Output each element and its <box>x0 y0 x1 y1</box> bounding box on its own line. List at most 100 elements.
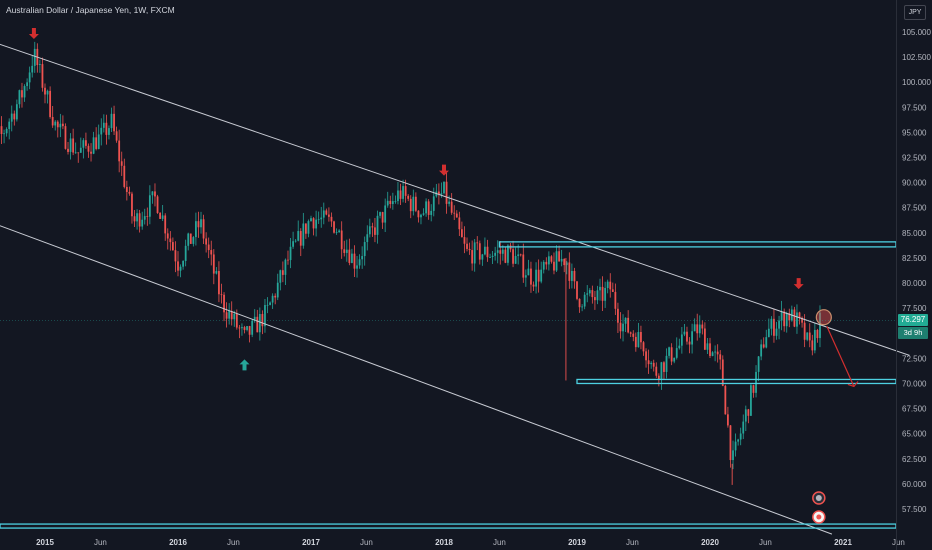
candle-body <box>133 216 136 222</box>
candle-body <box>212 254 215 274</box>
candle-body <box>284 259 287 275</box>
candle-body <box>220 294 223 296</box>
candle-body <box>100 127 103 135</box>
candle-body <box>576 281 578 299</box>
candle-body <box>450 201 453 213</box>
currency-button[interactable]: JPY <box>904 5 926 20</box>
candle-body <box>123 165 126 187</box>
candle-body <box>274 295 277 298</box>
price-tick-label: 102.500 <box>902 53 931 62</box>
time-tick-label: Jun <box>626 538 639 547</box>
candle-body <box>95 137 98 149</box>
candle-body <box>67 148 69 152</box>
candle-body <box>688 341 691 345</box>
support-resistance-zone <box>576 378 897 385</box>
candle-body <box>461 229 463 238</box>
candle-body <box>397 190 399 202</box>
candle-body <box>289 246 292 261</box>
arrow-down-icon <box>793 278 804 290</box>
candle-body <box>287 259 289 261</box>
candle-body <box>138 213 141 227</box>
candle-body <box>294 240 297 242</box>
candle-body <box>596 290 599 301</box>
candle-body <box>476 242 479 244</box>
candle-body <box>241 327 243 329</box>
support-resistance-zone <box>0 523 897 529</box>
candle-body <box>691 331 693 345</box>
candle-body <box>77 152 80 154</box>
candle-body <box>62 123 64 127</box>
candle-body <box>363 242 366 257</box>
candle-body <box>724 385 727 415</box>
dividend-event-icon-inner <box>816 514 822 520</box>
candle-body <box>604 287 607 301</box>
candle-body <box>767 328 770 338</box>
economic-event-icon-inner <box>815 495 822 501</box>
candle-body <box>652 362 655 367</box>
candle-body <box>542 261 545 270</box>
candle-body <box>279 270 282 283</box>
candle-body <box>675 348 678 358</box>
candle-body <box>136 213 138 222</box>
price-axis[interactable]: 105.000 102.500 100.000 97.500 95.000 92.500 9… <box>902 28 931 514</box>
candle-body <box>693 324 696 332</box>
price-tick-label: 90.000 <box>902 179 927 188</box>
candle-body <box>586 293 589 295</box>
candle-body <box>72 138 75 153</box>
candle-body <box>752 385 755 393</box>
bar-countdown-label: 3d 9h <box>898 327 928 339</box>
candle-body <box>56 121 59 128</box>
candle-body <box>299 231 302 246</box>
candle-body <box>627 317 630 333</box>
candle-body <box>647 360 650 365</box>
candle-body <box>128 191 131 194</box>
time-tick-label: Jun <box>360 538 373 547</box>
price-tick-label: 87.500 <box>902 204 927 213</box>
candle-body <box>427 201 430 215</box>
candle-body <box>376 215 379 235</box>
candle-body <box>59 123 62 128</box>
candle-body <box>271 295 274 303</box>
time-axis[interactable]: 2015 Jun 2016 Jun 2017 Jun 2018 Jun 2019 Jun 2020 J… <box>36 538 905 547</box>
candle-body <box>489 256 491 258</box>
time-tick-label: 2017 <box>302 538 320 547</box>
candle-body <box>491 255 494 257</box>
price-tick-label: 100.000 <box>902 78 931 87</box>
candle-body <box>215 271 218 274</box>
candle-body <box>494 252 497 256</box>
candle-body <box>266 304 269 306</box>
candle-body <box>317 219 320 221</box>
candle-body <box>535 269 537 287</box>
candle-body <box>747 409 750 416</box>
event-badges[interactable] <box>812 491 826 524</box>
candle-body <box>813 329 816 351</box>
candle-body <box>110 113 113 129</box>
candle-body <box>540 269 543 282</box>
candle-body <box>253 316 256 321</box>
candle-body <box>755 371 757 393</box>
candle-body <box>18 90 21 105</box>
candle-body <box>345 249 348 253</box>
candle-body <box>184 245 187 261</box>
candle-body <box>750 385 752 416</box>
candle-body <box>0 126 3 134</box>
candle-body <box>622 323 624 332</box>
candle-body <box>233 313 236 320</box>
candle-body <box>389 200 392 205</box>
candle-body <box>578 298 581 308</box>
candle-body <box>581 306 584 308</box>
price-tick-label: 92.500 <box>902 154 927 163</box>
candle-body <box>15 104 18 120</box>
candle-body <box>412 196 415 212</box>
candle-body <box>143 216 146 220</box>
candle-body <box>501 249 504 254</box>
candle-body <box>8 121 11 129</box>
candle-body <box>374 227 376 235</box>
candle-body <box>463 237 466 244</box>
candle-body <box>192 237 195 244</box>
candle-body <box>348 249 351 263</box>
candle-body <box>619 322 622 332</box>
candle-body <box>570 270 573 281</box>
candle-body <box>686 331 688 342</box>
